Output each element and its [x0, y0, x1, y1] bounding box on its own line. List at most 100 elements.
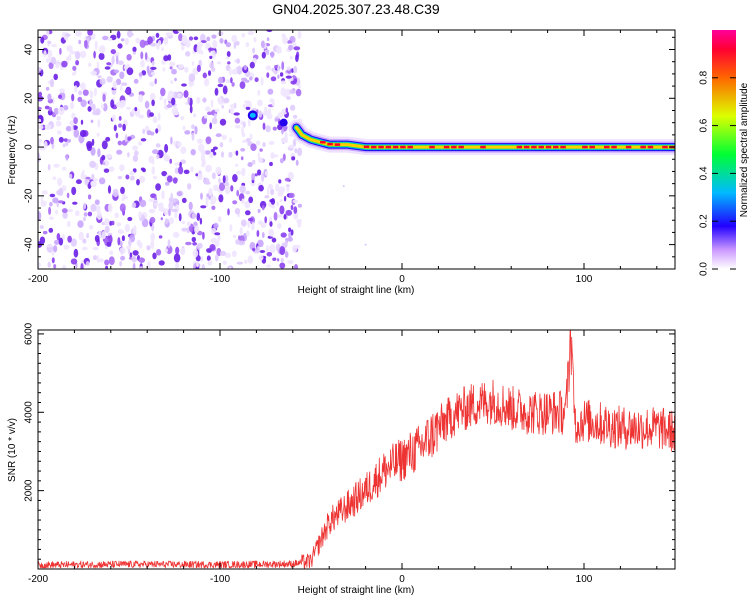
noise-speckle — [191, 132, 195, 141]
noise-speckle — [79, 50, 87, 59]
noise-speckle — [200, 192, 203, 200]
y-tick-label: -40 — [24, 237, 35, 252]
noise-speckle — [184, 67, 189, 73]
noise-speckle — [106, 76, 113, 83]
noise-speckle — [66, 192, 70, 199]
colorbar-gradient — [712, 30, 736, 269]
noise-speckle — [104, 66, 111, 70]
noise-speckle — [39, 225, 44, 229]
noise-speckle — [269, 161, 273, 167]
noise-speckle — [87, 211, 93, 217]
noise-speckle — [94, 40, 98, 50]
noise-speckle — [128, 239, 132, 247]
noise-speckle — [183, 169, 190, 174]
noise-speckle — [256, 230, 260, 237]
noise-speckle — [71, 112, 76, 119]
noise-speckle — [144, 100, 150, 109]
noise-speckle — [275, 243, 281, 252]
noise-speckle — [62, 143, 66, 148]
noise-speckle — [215, 166, 222, 175]
noise-speckle — [132, 262, 136, 269]
noise-speckle — [75, 31, 82, 37]
noise-speckle — [249, 61, 255, 69]
noise-speckle — [192, 242, 198, 246]
noise-speckle — [178, 33, 183, 42]
noise-speckle — [224, 175, 229, 183]
noise-speckle — [154, 78, 157, 85]
noise-speckle — [119, 260, 122, 267]
noise-speckle — [137, 141, 143, 146]
noise-speckle — [234, 163, 239, 167]
noise-speckle — [104, 225, 110, 234]
noise-speckle — [289, 89, 296, 95]
y-tick-label: -20 — [24, 188, 35, 203]
colorbar-tick-label: 0.2 — [699, 214, 710, 228]
noise-speckle — [236, 58, 240, 64]
noise-speckle — [133, 78, 139, 84]
noise-speckle — [132, 46, 137, 53]
noise-speckle — [246, 230, 250, 237]
noise-speckle — [104, 218, 110, 226]
noise-speckle — [117, 237, 121, 246]
noise-speckle — [210, 200, 214, 205]
noise-speckle — [111, 55, 115, 65]
noise-speckle — [150, 66, 157, 70]
noise-speckle — [55, 209, 59, 215]
noise-speckle — [63, 138, 69, 142]
noise-speckle — [186, 221, 191, 227]
noise-speckle — [170, 192, 173, 202]
noise-speckle — [96, 132, 100, 137]
noise-speckle — [71, 72, 76, 76]
noise-speckle — [120, 85, 123, 91]
noise-speckle — [151, 99, 155, 107]
noise-speckle — [149, 112, 155, 117]
x-tick-label: -200 — [28, 274, 48, 285]
noise-speckle — [120, 186, 125, 194]
noise-speckle — [270, 204, 276, 209]
noise-speckle — [219, 182, 225, 191]
noise-speckle — [211, 66, 216, 72]
noise-speckle — [244, 79, 250, 83]
noise-speckle — [154, 202, 159, 207]
noise-speckle — [160, 87, 166, 97]
noise-speckle — [274, 65, 278, 69]
noise-speckle — [272, 154, 279, 158]
noise-speckle — [47, 109, 53, 116]
noise-speckle — [208, 187, 213, 197]
noise-speckle — [285, 107, 288, 113]
noise-speckle — [131, 255, 137, 263]
noise-speckle — [200, 149, 206, 156]
noise-speckle — [210, 227, 217, 235]
noise-speckle — [216, 61, 222, 65]
noise-speckle — [204, 78, 210, 87]
noise-speckle — [97, 75, 102, 79]
noise-speckle — [258, 110, 263, 118]
noise-speckle — [98, 177, 106, 185]
noise-speckle — [196, 242, 203, 249]
noise-speckle — [98, 52, 105, 61]
colorbar-tick-label: 0.4 — [699, 166, 710, 180]
noise-speckle — [38, 211, 42, 221]
noise-speckle — [124, 89, 131, 94]
noise-speckle — [67, 138, 72, 143]
noise-speckle — [173, 141, 177, 146]
noise-speckle — [117, 175, 122, 180]
noise-speckle — [167, 90, 175, 100]
noise-speckle — [93, 50, 96, 59]
noise-speckle — [47, 40, 52, 45]
noise-speckle — [266, 244, 269, 253]
noise-speckle — [282, 36, 288, 44]
noise-speckle — [52, 97, 55, 105]
noise-speckle — [260, 40, 265, 49]
noise-speckle — [266, 252, 273, 257]
noise-speckle — [38, 142, 41, 147]
noise-speckle — [225, 42, 232, 48]
noise-speckle — [92, 110, 99, 116]
noise-speckle — [170, 80, 174, 84]
noise-speckle — [228, 151, 233, 158]
noise-speckle — [53, 163, 60, 168]
noise-speckle — [196, 44, 202, 54]
y-tick-label: 0 — [24, 144, 35, 150]
noise-speckle — [162, 67, 166, 72]
noise-speckle — [61, 60, 68, 68]
